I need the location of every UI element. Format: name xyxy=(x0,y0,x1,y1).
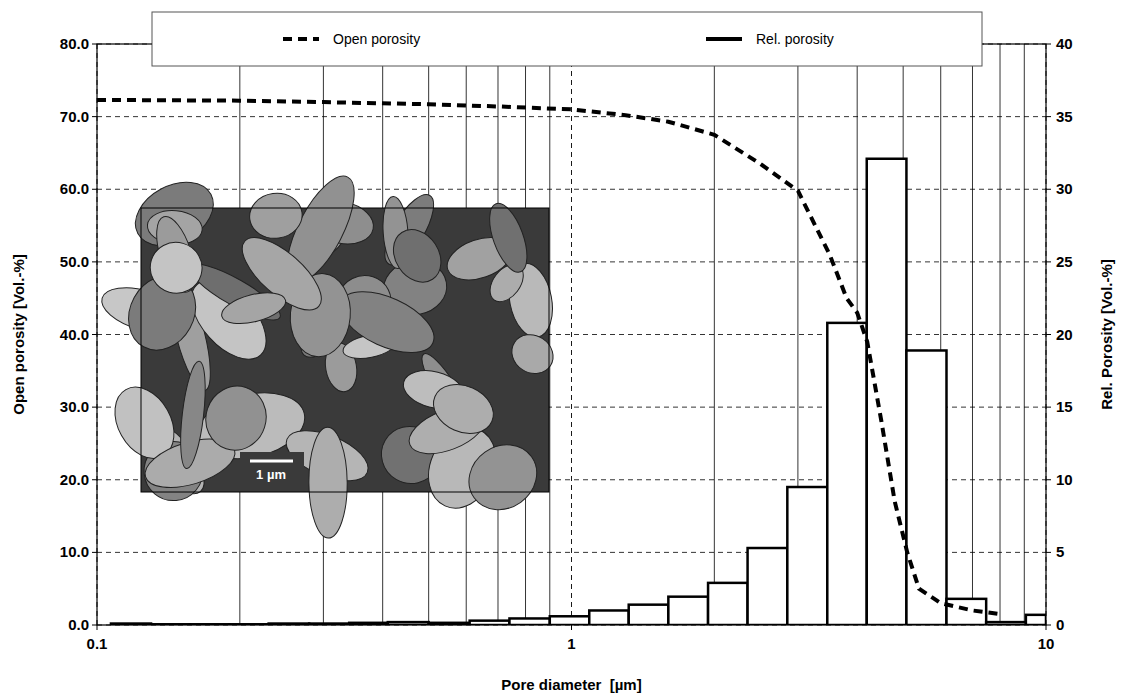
legend-label: Rel. porosity xyxy=(756,31,834,47)
x-tick-label: 10 xyxy=(1038,635,1055,652)
legend-swatch xyxy=(706,37,742,41)
hist-bar xyxy=(589,610,628,625)
x-tick-label: 1 xyxy=(567,635,575,652)
legend: Open porosity Rel. porosity xyxy=(152,12,982,66)
tick xyxy=(1046,625,1047,630)
hist-bar xyxy=(668,597,708,625)
x-tick-label: 0.1 xyxy=(87,635,108,652)
hist-bar xyxy=(1026,615,1046,625)
tick xyxy=(571,625,572,630)
y2-axis-title: Rel. Porosity [Vol.-%] xyxy=(1098,259,1115,410)
y2-tick-label: 30 xyxy=(1056,180,1073,197)
legend-label: Open porosity xyxy=(333,31,420,47)
hist-bar xyxy=(906,350,946,625)
legend-box xyxy=(152,12,982,66)
hist-bar xyxy=(748,548,788,625)
tick xyxy=(97,625,98,630)
image-frame xyxy=(141,208,549,492)
tick xyxy=(1046,552,1051,553)
y2-tick-label: 10 xyxy=(1056,471,1073,488)
chart: 0.0 10.0 20.0 30.0 40.0 50.0 60.0 70.0 80.0 0.1 1 1… xyxy=(0,0,1126,698)
tick xyxy=(1046,407,1051,408)
grain xyxy=(384,221,451,292)
y-tick-label: 40.0 xyxy=(60,326,89,343)
hist-bar xyxy=(867,159,907,625)
y2-tick-label: 5 xyxy=(1056,543,1064,560)
grain xyxy=(176,360,210,470)
tick xyxy=(92,261,97,262)
x-axis-title: Pore diameter [µm] xyxy=(501,676,641,693)
y-axis-title: Open porosity [Vol.-%] xyxy=(10,254,27,415)
tick xyxy=(1046,261,1051,262)
y2-tick-label: 0 xyxy=(1056,616,1064,633)
grain xyxy=(426,376,501,443)
tick xyxy=(92,625,97,626)
grain xyxy=(482,199,535,277)
tick xyxy=(92,334,97,335)
scale-bar xyxy=(250,460,293,463)
hist-bar xyxy=(787,487,827,625)
line xyxy=(97,100,1000,614)
y2-tick-label: 15 xyxy=(1056,398,1073,415)
hist-bar xyxy=(708,583,748,625)
y-tick-label: 50.0 xyxy=(60,253,89,270)
hist-bar xyxy=(550,616,589,625)
grain xyxy=(247,190,305,242)
hist-bar xyxy=(509,618,549,625)
tick xyxy=(1046,625,1051,626)
y-tick-label: 0.0 xyxy=(68,616,89,633)
hist-bar xyxy=(827,323,866,625)
grain xyxy=(456,432,549,523)
tick xyxy=(1046,116,1051,117)
tick xyxy=(92,479,97,480)
grain xyxy=(218,287,288,329)
y2-tick-label: 20 xyxy=(1056,326,1073,343)
hist-bar xyxy=(470,621,510,625)
grid-line xyxy=(571,44,572,625)
y-tick-label: 10.0 xyxy=(60,543,89,560)
y2-tick-label: 35 xyxy=(1056,108,1073,125)
tick xyxy=(1046,479,1051,480)
tick xyxy=(92,552,97,553)
tick xyxy=(92,407,97,408)
y-tick-label: 70.0 xyxy=(60,108,89,125)
tick xyxy=(92,116,97,117)
scale-patch xyxy=(240,452,304,484)
grain xyxy=(504,327,560,381)
legend-swatch xyxy=(283,37,319,41)
y-tick-label: 30.0 xyxy=(60,398,89,415)
tick xyxy=(1046,44,1051,45)
tick xyxy=(1046,189,1051,190)
plot-frame xyxy=(97,44,1046,625)
grain xyxy=(198,378,275,458)
y2-tick-label: 40 xyxy=(1056,35,1073,52)
hist-bar xyxy=(629,605,669,625)
y-tick-label: 60.0 xyxy=(60,180,89,197)
grain xyxy=(308,427,347,538)
plot-area xyxy=(97,100,1046,625)
tick xyxy=(92,189,97,190)
sem-image: 1 µm xyxy=(97,167,561,538)
scale-label: 1 µm xyxy=(256,467,286,482)
y2-tick-label: 25 xyxy=(1056,253,1073,270)
tick xyxy=(1046,334,1051,335)
grain xyxy=(144,236,208,299)
tick xyxy=(92,44,97,45)
y-tick-label: 20.0 xyxy=(60,471,89,488)
y-tick-label: 80.0 xyxy=(60,35,89,52)
